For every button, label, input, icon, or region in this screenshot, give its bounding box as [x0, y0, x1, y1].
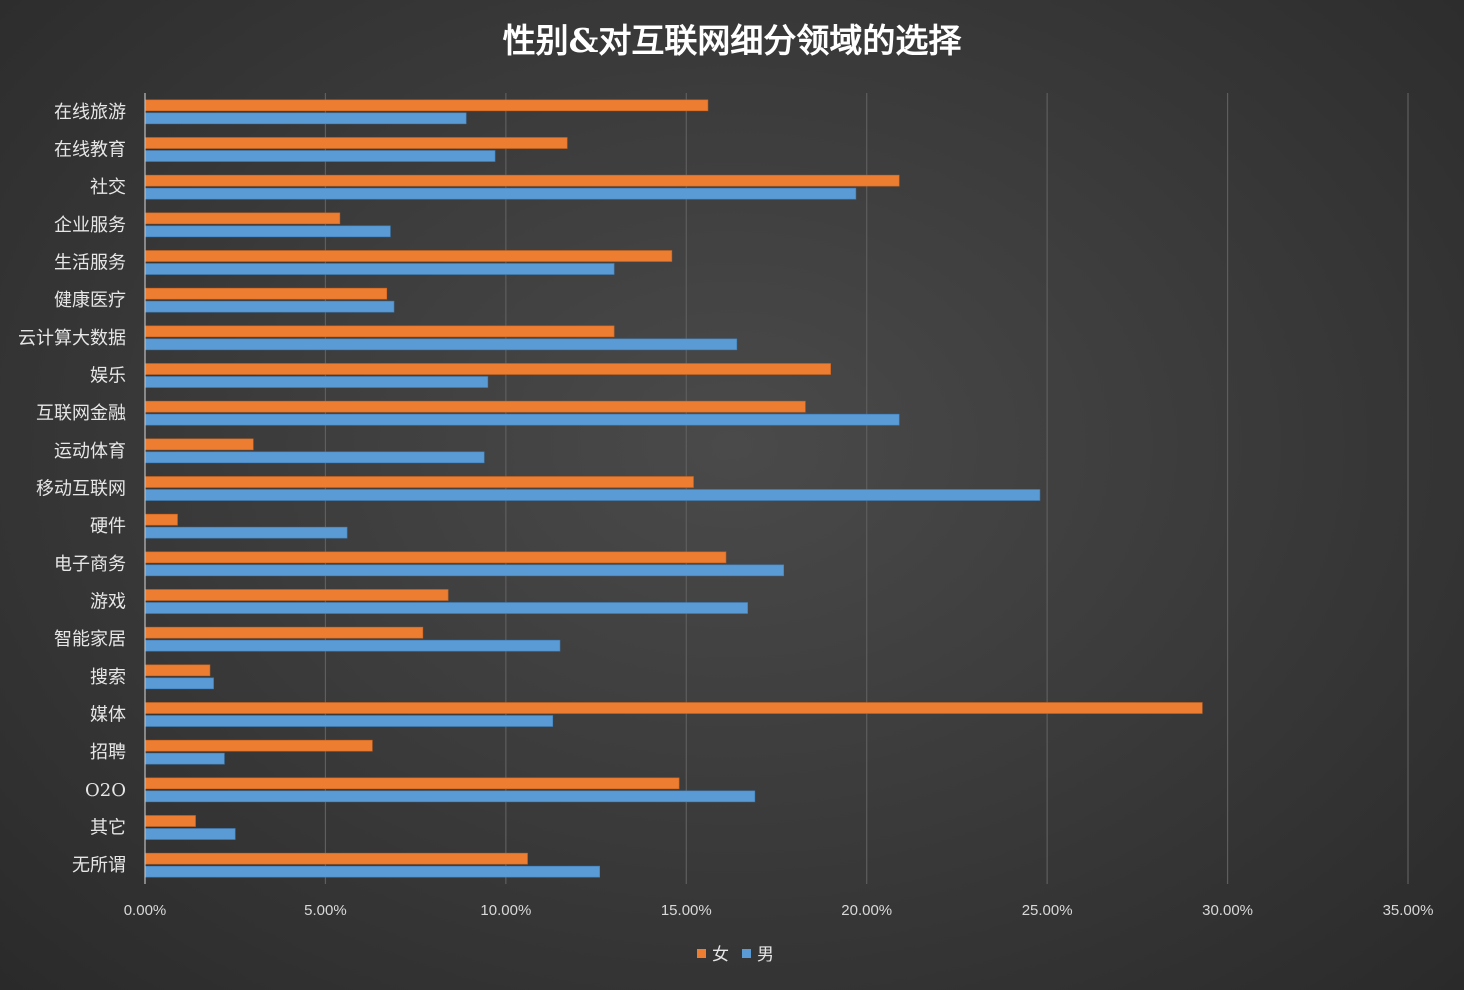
bar-male [144, 451, 485, 464]
bar-female [144, 551, 727, 564]
bar-female [144, 815, 196, 827]
bar-female [144, 589, 449, 601]
bar-female [144, 250, 673, 262]
bar-female [144, 174, 900, 187]
category-label: 在线教育 [54, 140, 126, 161]
category-label: 生活服务 [54, 253, 126, 274]
bar-male [144, 715, 554, 727]
bar-male [144, 225, 391, 238]
category-label: 互联网金融 [36, 403, 126, 424]
bar-male [144, 526, 348, 539]
chart-title: 性别&对互联网细分领域的选择 [503, 21, 963, 60]
bar-male [144, 564, 785, 577]
bar-male [144, 677, 214, 690]
bar-male [144, 187, 857, 200]
bar-male [144, 300, 395, 313]
grid-lines [324, 93, 1409, 884]
legend-swatch-female [697, 949, 706, 958]
x-tick-label: 20.00% [841, 902, 892, 919]
legend-label-female: 女 [712, 945, 729, 965]
category-label: 云计算大数据 [18, 328, 126, 349]
bars [144, 99, 1203, 878]
bar-female [144, 438, 254, 451]
x-tick-label: 10.00% [480, 902, 531, 919]
bar-male [144, 263, 615, 275]
category-label: 电子商务 [54, 554, 126, 575]
category-label: 运动体育 [54, 441, 126, 462]
bar-female [144, 702, 1203, 714]
bar-female [144, 400, 806, 413]
x-tick-label: 35.00% [1383, 902, 1434, 919]
bar-female [144, 287, 388, 300]
x-tick-label: 25.00% [1022, 902, 1073, 919]
category-label: 企业服务 [54, 215, 126, 236]
bar-female [144, 739, 373, 752]
category-label: 移动互联网 [36, 479, 126, 500]
bar-male [144, 828, 236, 840]
bar-female [144, 626, 424, 639]
bar-male [144, 602, 748, 614]
legend-swatch-male [742, 949, 751, 958]
bar-male [144, 790, 756, 803]
x-tick-label: 0.00% [124, 902, 167, 919]
x-tick-label: 30.00% [1202, 902, 1253, 919]
bar-female [144, 325, 615, 338]
category-label: 无所谓 [72, 855, 126, 876]
bar-female [144, 363, 831, 375]
bar-male [144, 150, 496, 162]
legend: 女 男 [697, 945, 774, 965]
bar-male [144, 865, 600, 878]
bar-female [144, 852, 528, 865]
x-tick-label: 15.00% [661, 902, 712, 919]
category-label: 在线旅游 [54, 102, 126, 123]
bar-female [144, 99, 709, 112]
category-label: 媒体 [90, 705, 126, 726]
category-labels: 在线旅游在线教育社交企业服务生活服务健康医疗云计算大数据娱乐互联网金融运动体育移… [18, 102, 126, 876]
bar-male [144, 639, 561, 652]
category-label: 智能家居 [54, 629, 126, 650]
bar-male [144, 112, 467, 125]
category-label: 健康医疗 [54, 290, 126, 311]
bar-male [144, 376, 489, 388]
category-label: 娱乐 [90, 366, 126, 387]
x-tick-labels: 0.00% 5.00% 10.00% 15.00% 20.00% 25.00% 30.00%… [124, 902, 1434, 919]
category-label: 招聘 [90, 742, 126, 763]
bar-female [144, 513, 178, 526]
bar-male [144, 489, 1041, 501]
bar-female [144, 212, 341, 225]
category-label: 其它 [90, 818, 126, 839]
bar-male [144, 413, 900, 426]
x-tick-label: 5.00% [304, 902, 347, 919]
bar-female [144, 137, 568, 149]
bar-male [144, 752, 225, 765]
category-label: 游戏 [90, 592, 126, 613]
category-label: O2O [85, 780, 126, 801]
bar-female [144, 476, 694, 488]
bar-female [144, 777, 680, 790]
bar-female [144, 664, 211, 677]
bar-male [144, 338, 738, 351]
legend-label-male: 男 [757, 945, 774, 965]
category-label: 社交 [90, 177, 126, 198]
category-label: 硬件 [90, 516, 126, 537]
category-label: 搜索 [90, 667, 126, 688]
